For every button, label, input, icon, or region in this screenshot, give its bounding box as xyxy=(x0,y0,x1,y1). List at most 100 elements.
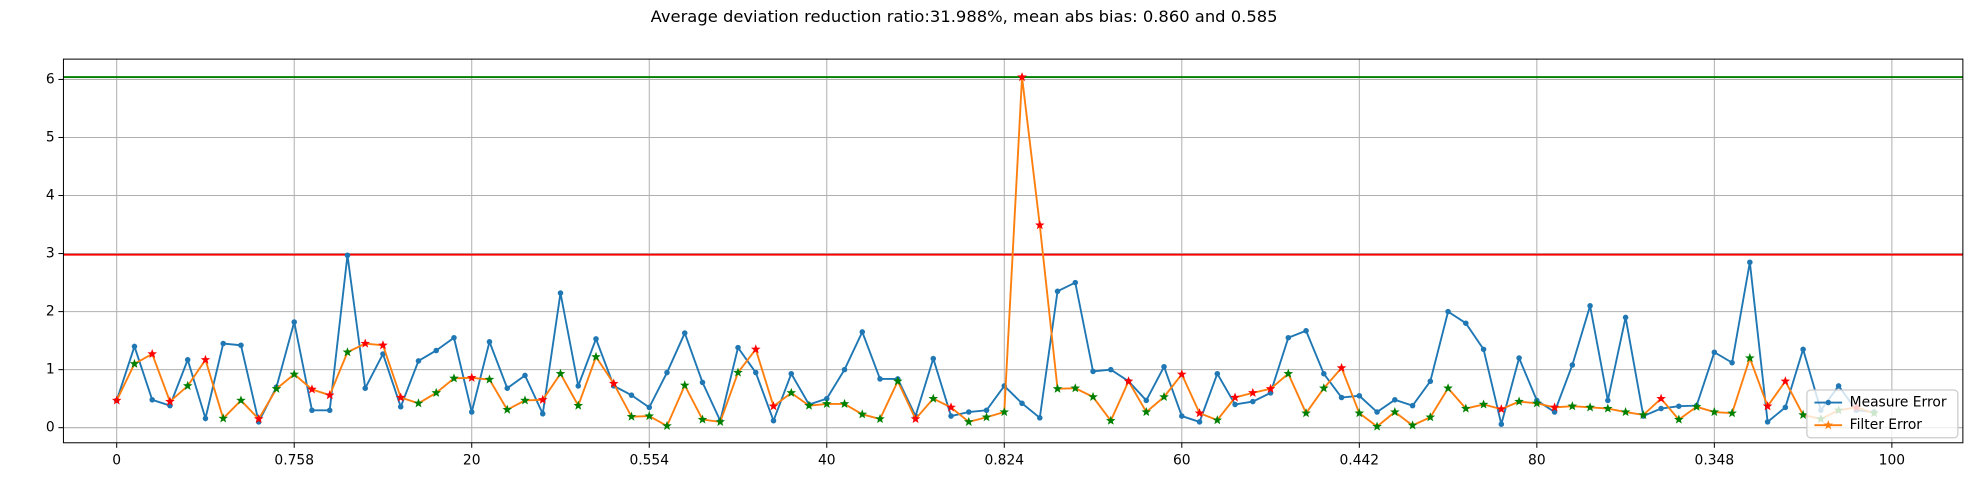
star-marker xyxy=(963,416,974,426)
point-marker xyxy=(752,369,759,376)
star-marker xyxy=(1407,420,1418,430)
point-marker xyxy=(1747,259,1753,266)
point-marker xyxy=(1764,419,1771,425)
star-marker xyxy=(1674,414,1684,424)
point-marker xyxy=(1179,413,1185,419)
star-marker xyxy=(307,384,317,394)
point-marker xyxy=(1037,415,1043,421)
point-marker xyxy=(1551,409,1558,415)
star-marker xyxy=(697,414,708,424)
point-marker xyxy=(1090,368,1096,375)
star-marker xyxy=(1585,402,1595,412)
point-marker xyxy=(823,395,830,402)
star-marker xyxy=(1265,383,1276,393)
point-marker xyxy=(202,415,209,422)
star-marker xyxy=(1514,396,1524,406)
star-marker xyxy=(1496,404,1507,414)
star-marker xyxy=(679,380,690,390)
star-marker xyxy=(999,406,1010,417)
point-marker xyxy=(841,366,848,373)
star-marker xyxy=(644,411,655,421)
star-marker xyxy=(981,412,992,422)
star-marker xyxy=(1745,353,1755,363)
star-marker xyxy=(857,409,868,419)
legend-label: Measure Error xyxy=(1850,395,1947,411)
star-marker xyxy=(1638,409,1649,419)
star-marker xyxy=(1106,415,1116,425)
x-tick-label: 0 xyxy=(112,452,121,468)
point-marker xyxy=(770,417,777,424)
x-tick-label: 40 xyxy=(818,452,836,468)
star-marker xyxy=(892,376,903,386)
y-tick-label: 6 xyxy=(46,71,55,87)
point-marker xyxy=(238,342,244,349)
star-marker xyxy=(715,416,726,426)
point-marker xyxy=(664,369,670,376)
point-marker xyxy=(291,319,297,325)
point-marker xyxy=(788,370,795,377)
x-tick-label: 0.348 xyxy=(1695,452,1735,468)
point-marker xyxy=(184,357,191,363)
point-marker xyxy=(1019,400,1025,407)
star-marker xyxy=(1603,403,1613,413)
star-marker xyxy=(1461,403,1471,413)
point-marker xyxy=(344,252,351,259)
point-marker xyxy=(539,410,546,417)
point-marker xyxy=(1729,359,1735,366)
star-marker xyxy=(1159,391,1169,401)
star-marker xyxy=(165,396,175,406)
point-marker xyxy=(1196,419,1203,425)
legend-box xyxy=(1806,389,1959,439)
star-marker xyxy=(1070,383,1081,393)
star-marker xyxy=(1283,368,1294,378)
star-marker xyxy=(1372,421,1382,431)
star-marker xyxy=(378,340,388,350)
chart-title: Average deviation reduction ratio:31.988… xyxy=(651,7,1278,26)
star-marker xyxy=(1212,415,1223,425)
point-marker xyxy=(309,407,315,414)
legend-marker xyxy=(1823,420,1834,430)
star-marker xyxy=(289,369,300,379)
star-marker xyxy=(573,400,584,410)
point-marker xyxy=(1321,370,1327,377)
star-marker xyxy=(1425,412,1436,422)
point-marker xyxy=(1800,346,1806,353)
y-tick-label: 0 xyxy=(46,420,55,436)
point-marker xyxy=(326,407,333,414)
star-marker xyxy=(662,420,672,431)
series-line xyxy=(115,255,1875,425)
star-marker xyxy=(1709,406,1720,417)
x-tick-label: 0.554 xyxy=(629,452,669,468)
star-marker xyxy=(271,383,282,393)
star-marker xyxy=(839,398,850,408)
star-marker xyxy=(342,347,353,357)
star-marker xyxy=(147,348,157,359)
y-tick-label: 5 xyxy=(46,129,55,145)
point-marker xyxy=(575,383,582,389)
star-marker xyxy=(733,367,743,377)
point-marker xyxy=(1285,334,1292,341)
star-marker xyxy=(200,354,211,364)
point-marker xyxy=(1605,397,1611,404)
star-marker xyxy=(1780,376,1791,386)
star-marker xyxy=(1691,401,1702,411)
point-marker xyxy=(646,404,653,411)
point-marker xyxy=(557,290,564,296)
point-marker xyxy=(131,343,138,350)
point-marker xyxy=(877,376,883,382)
star-marker xyxy=(1727,408,1737,418)
star-marker xyxy=(129,358,140,368)
point-marker xyxy=(397,404,404,410)
star-marker xyxy=(1088,391,1098,401)
star-marker xyxy=(786,387,797,397)
point-marker xyxy=(451,334,457,341)
legend-marker xyxy=(1825,399,1832,406)
y-tick-label: 2 xyxy=(46,304,55,320)
star-marker xyxy=(821,398,832,408)
star-marker xyxy=(484,374,495,384)
plot-frame xyxy=(62,58,1964,444)
point-marker xyxy=(1072,279,1079,286)
star-marker xyxy=(1798,409,1808,419)
point-marker xyxy=(948,413,954,419)
